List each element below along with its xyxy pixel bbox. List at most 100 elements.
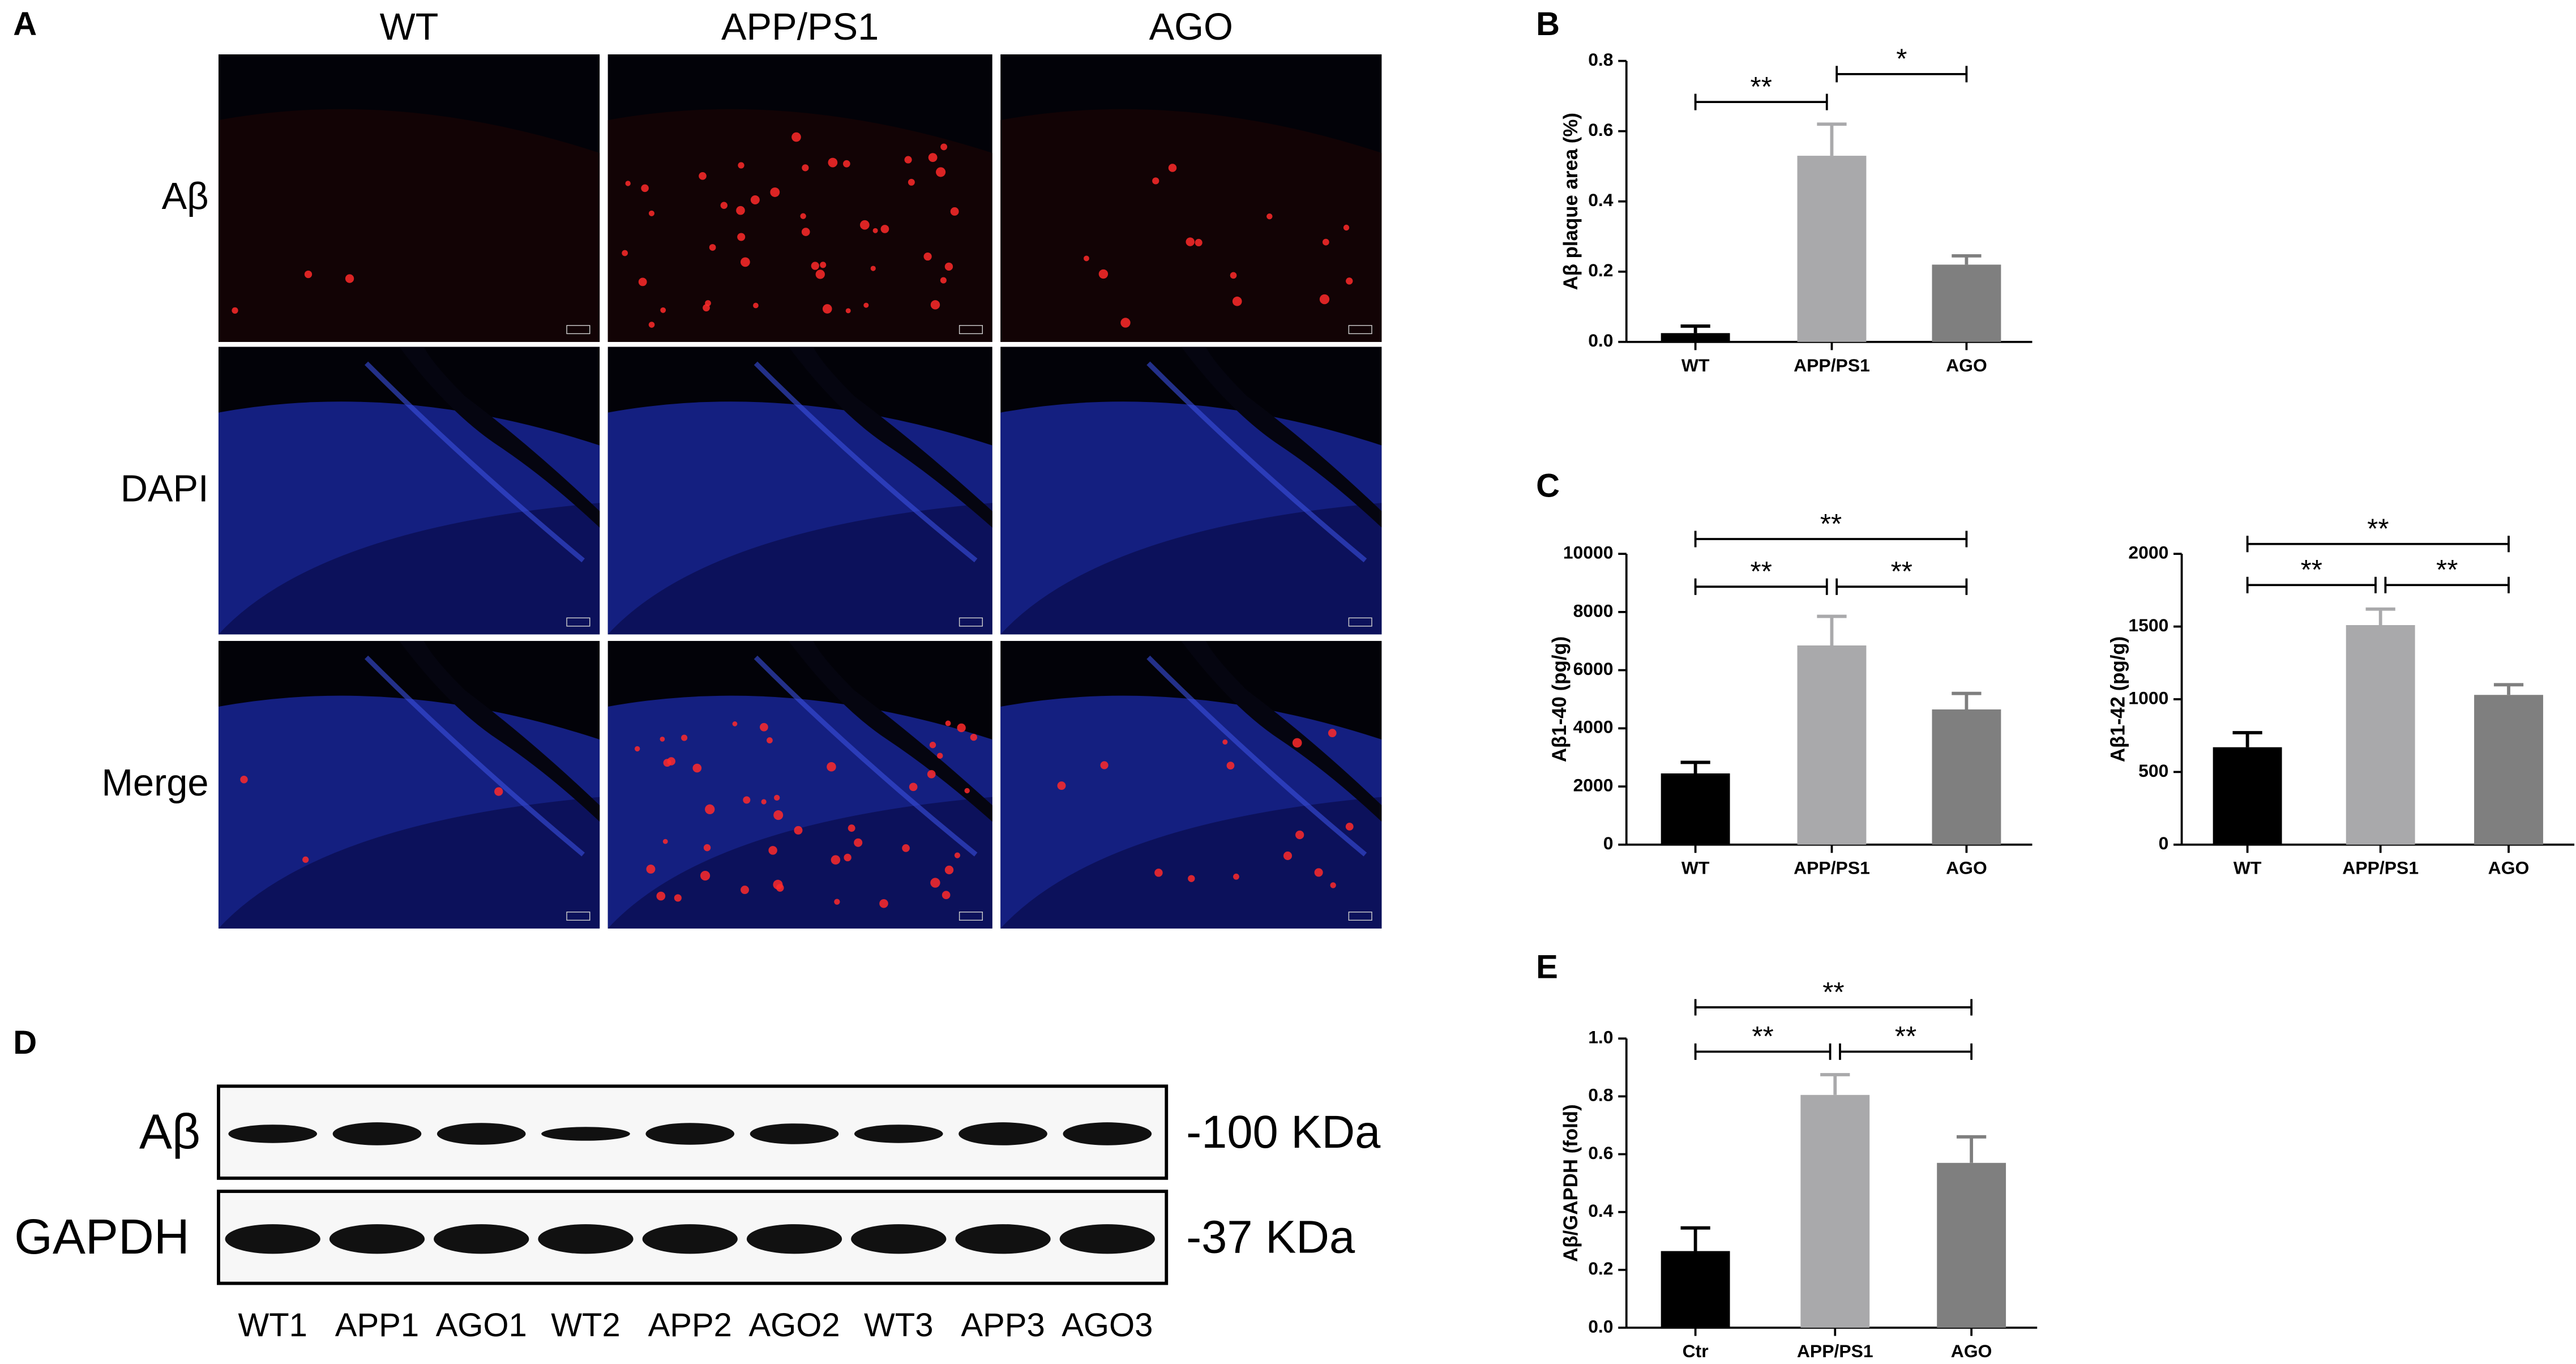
blot-row-label: Aβ	[139, 1104, 200, 1159]
plaque	[880, 225, 889, 233]
plaque	[767, 737, 773, 743]
plaque	[944, 262, 953, 271]
plaque	[923, 252, 932, 261]
significance-bracket	[2384, 576, 2510, 593]
significance-label: *	[1896, 44, 1907, 75]
plaque	[1186, 237, 1195, 246]
plaque	[345, 274, 354, 283]
plaque	[232, 307, 238, 314]
y-tick-label: 6000	[1573, 659, 1614, 679]
micrograph	[218, 54, 600, 342]
bar	[1797, 156, 1867, 342]
x-tick-label: AGO	[1946, 355, 1987, 375]
plaque	[936, 167, 946, 177]
plaque	[1328, 729, 1337, 738]
band	[854, 1124, 943, 1143]
scale-bar	[1348, 912, 1372, 921]
significance-bracket	[1694, 999, 1973, 1016]
plaque	[1345, 822, 1354, 831]
error-bar	[1817, 122, 1847, 156]
plaque	[870, 266, 876, 271]
plaque	[753, 302, 759, 309]
tissue-outer	[1000, 797, 1382, 929]
tissue	[607, 109, 992, 342]
plaque	[1057, 781, 1066, 790]
hippocampus	[754, 361, 978, 563]
mw-marker: -37 KDa	[1186, 1212, 1355, 1263]
lane-label: AGO3	[1062, 1307, 1153, 1344]
plaque	[1168, 164, 1177, 172]
plaque	[705, 804, 715, 815]
plaque	[844, 853, 851, 862]
hippocampus	[1146, 361, 1367, 563]
plaque	[776, 884, 784, 892]
plaque	[740, 257, 750, 267]
plaque	[927, 769, 936, 779]
y-tick-label: 0.8	[1588, 1085, 1613, 1105]
y-tick-label: 4000	[1573, 717, 1614, 737]
significance-label: **	[1895, 1021, 1916, 1052]
scale-bar	[1348, 617, 1372, 627]
x-tick-label: AGO	[1951, 1341, 1992, 1361]
plaque	[1292, 738, 1302, 748]
lane-label: APP3	[961, 1307, 1045, 1344]
plaque	[970, 733, 977, 741]
row-label: DAPI	[121, 468, 209, 510]
error-bar	[2232, 731, 2262, 747]
error-bar	[1952, 691, 1982, 709]
plaque	[854, 838, 863, 847]
bar	[2213, 747, 2282, 845]
plaque	[738, 162, 744, 169]
band	[642, 1224, 738, 1254]
y-tick-label: 0.6	[1588, 119, 1613, 140]
hippocampus	[754, 655, 978, 857]
bar	[1661, 773, 1730, 845]
plaque	[815, 270, 825, 279]
significance-label: **	[2436, 554, 2458, 585]
plaque	[1152, 177, 1159, 185]
plaque	[1084, 255, 1089, 262]
scale-bar	[1348, 325, 1372, 335]
plaque	[930, 878, 940, 888]
scale-bar	[566, 325, 590, 335]
plaque	[705, 300, 711, 306]
plaque	[770, 187, 780, 197]
significance-label: **	[1752, 1021, 1773, 1052]
lane-label: APP1	[335, 1307, 419, 1344]
error-bar	[1957, 1135, 1987, 1163]
plaque	[848, 824, 855, 832]
hippocampus	[1146, 655, 1367, 857]
plaque	[741, 886, 749, 895]
micrograph	[218, 347, 600, 635]
x-tick-label: APP/PS1	[1794, 858, 1870, 878]
plaque	[1319, 294, 1330, 305]
y-tick-label: 10000	[1563, 542, 1614, 563]
plaque	[641, 184, 649, 193]
plaque	[801, 228, 810, 236]
ventricle	[788, 347, 992, 528]
x-tick-label: APP/PS1	[2342, 858, 2419, 878]
plaque	[646, 865, 656, 874]
plaque	[945, 720, 951, 726]
micrograph	[1000, 640, 1382, 929]
row-label: Aβ	[162, 176, 209, 217]
significance-bracket	[1694, 531, 1968, 548]
lane-label: AGO2	[748, 1307, 840, 1344]
plaque	[802, 164, 809, 172]
lane-label: WT2	[551, 1307, 620, 1344]
y-tick-label: 1500	[2128, 615, 2168, 635]
y-tick-label: 8000	[1573, 600, 1614, 621]
plaque	[638, 277, 647, 287]
tissue	[1000, 109, 1382, 342]
plaque	[909, 783, 918, 792]
plaque	[828, 157, 838, 168]
plaque	[827, 762, 836, 772]
plaque	[761, 799, 767, 805]
plaque	[902, 844, 910, 852]
plaque	[1120, 318, 1131, 328]
y-tick-label: 0.4	[1588, 1200, 1614, 1221]
plaque	[1226, 762, 1235, 769]
y-tick-label: 2000	[2128, 542, 2168, 563]
significance-label: **	[1751, 71, 1772, 102]
plaque	[634, 746, 640, 752]
